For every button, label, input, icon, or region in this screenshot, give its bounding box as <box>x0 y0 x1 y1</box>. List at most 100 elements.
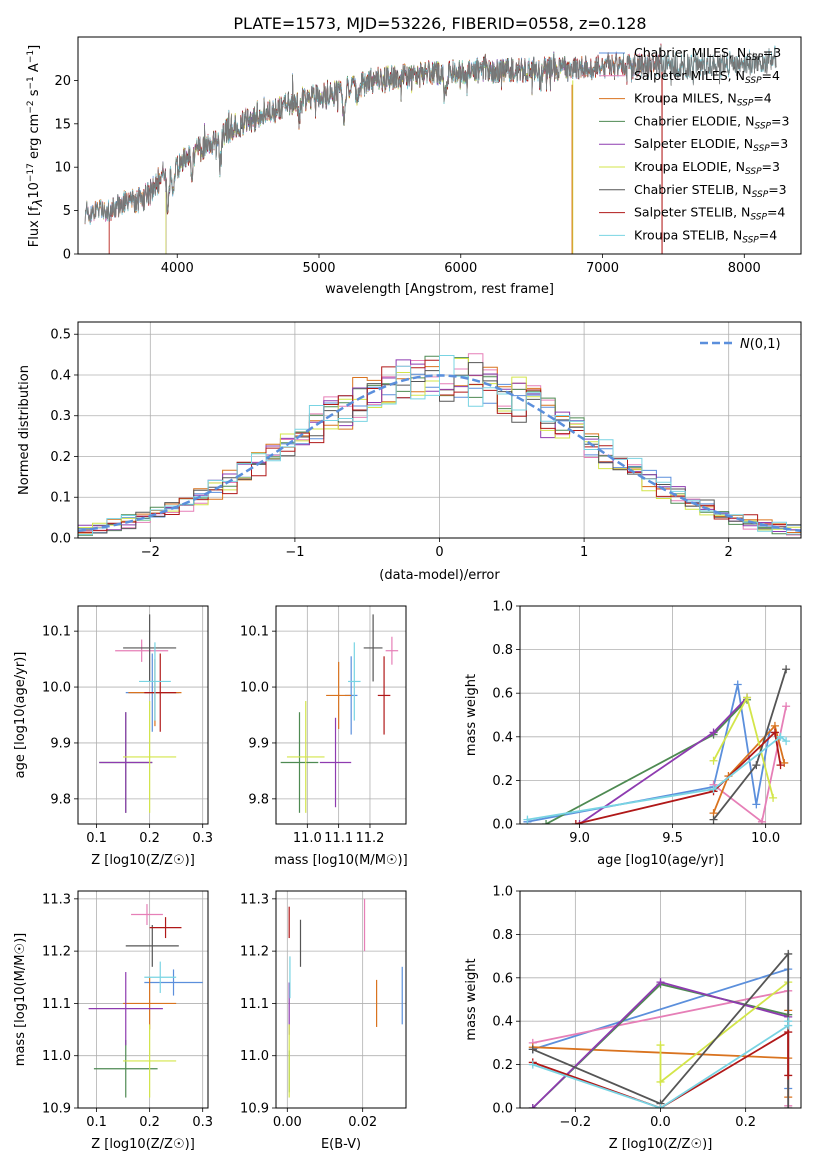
axis-decorations: −2 −1 0 1 2 0.0 0.1 0.2 0.3 0.4 0.5 N(0,1) (data-mod… <box>17 321 802 583</box>
weight-marker-kroupa-elodie <box>769 793 778 802</box>
y-tick-label: 0.5 <box>50 328 71 343</box>
errorbar-chabrier-elodie <box>93 1040 158 1098</box>
y-tick-label: 11.3 <box>42 892 71 907</box>
y-tick-label: 11.1 <box>42 997 71 1012</box>
errorbar-chabrier-miles <box>144 969 203 996</box>
y-tick-label: 11.0 <box>42 1049 71 1064</box>
y-tick-label: 10.1 <box>42 625 71 640</box>
y-tick-label: 10.9 <box>42 1102 71 1117</box>
errorbar-salpeter-stelib <box>144 653 177 732</box>
weight-marker-salpeter-elodie <box>528 1104 537 1108</box>
errorbar-salpeter-miles <box>131 904 163 925</box>
weight-line-kroupa-miles <box>712 724 786 814</box>
weight-marker-kroupa-stelib <box>784 1017 793 1026</box>
weight-marker-kroupa-stelib <box>528 1060 537 1069</box>
x-tick-label: 9.0 <box>569 831 590 846</box>
x-tick-label: 11.1 <box>324 831 353 846</box>
weight-marker-chabrier-stelib <box>784 949 793 958</box>
weight-marker-kroupa-elodie <box>656 1041 665 1050</box>
x-tick-label: 10.0 <box>751 831 780 846</box>
y-tick-label: 0.4 <box>50 368 71 383</box>
weight-marker-chabrier-stelib <box>709 815 718 824</box>
y-tick-label: 11.2 <box>42 945 71 960</box>
axis-decorations: 0.00 0.02 10.9 11.0 11.1 11.2 11.3 E(B-V) <box>240 890 407 1152</box>
panel-weight_vs_Z: −0.2 0.0 0.2 0.0 0.2 0.4 0.6 0.8 1.0 Z [log10(Z/Z… <box>464 885 802 1152</box>
weight-marker-chabrier-stelib <box>782 665 791 674</box>
y-tick-label: 0.4 <box>492 730 513 745</box>
x-tick-label: 1 <box>580 545 588 560</box>
y-tick-label: 1.0 <box>492 600 513 615</box>
y-tick-label: 9.9 <box>50 736 71 751</box>
y-tick-label: 0 <box>63 248 71 263</box>
y-tick-label: 10.0 <box>42 681 71 696</box>
errorbar-kroupa-stelib <box>144 961 177 993</box>
y-tick-label: 0.8 <box>492 643 513 658</box>
legend-label-kroupa-miles: Kroupa MILES, NSSP=4 <box>634 91 772 109</box>
x-tick-label: 8000 <box>728 261 761 276</box>
plot-area <box>288 898 403 1098</box>
errorbar-kroupa-miles <box>326 661 352 729</box>
errorbar-chabrier-stelib <box>125 924 179 967</box>
x-tick-label: 6000 <box>444 261 477 276</box>
weight-marker-chabrier-stelib <box>752 761 761 770</box>
plot-area <box>528 949 793 1108</box>
weight-marker-kroupa-stelib <box>776 732 785 741</box>
weight-marker-kroupa-elodie <box>656 1077 665 1086</box>
y-tick-label: 0.6 <box>492 971 513 986</box>
axis-decorations: −0.2 0.0 0.2 0.0 0.2 0.4 0.6 0.8 1.0 Z [log10(Z/Z… <box>464 885 802 1152</box>
legend-label-kroupa-elodie: Kroupa ELODIE, NSSP=3 <box>634 159 780 177</box>
x-axis-label: Z [log10(Z/Z☉)] <box>91 853 195 868</box>
legend-label-kroupa-stelib: Kroupa STELIB, NSSP=4 <box>634 227 777 245</box>
weight-marker-kroupa-elodie <box>709 756 718 765</box>
errorbar-kroupa-miles <box>123 977 177 1030</box>
x-tick-label: 0.2 <box>735 1115 756 1130</box>
weight-marker-kroupa-stelib <box>709 785 718 794</box>
plot-area <box>99 614 182 813</box>
panel-age_vs_Z: 0.1 0.2 0.3 9.8 9.9 10.0 10.1 Z [log10(Z/Z☉)] ag… <box>13 605 213 868</box>
legend-label-gaussian: N(0,1) <box>740 337 781 352</box>
weight-marker-chabrier-stelib <box>528 1045 537 1054</box>
legend-label-chabrier-miles: Chabrier MILES, NSSP=3 <box>634 45 781 63</box>
weight-marker-salpeter-elodie <box>575 820 584 824</box>
y-axis-label: mass weight <box>464 958 479 1040</box>
weight-line-salpeter-stelib <box>532 1030 790 1108</box>
x-tick-label: 11.2 <box>355 831 384 846</box>
axis-decorations: 9.0 9.5 10.0 0.0 0.2 0.4 0.6 0.8 1.0 age [log10(a… <box>464 600 802 868</box>
x-tick-label: 0.2 <box>139 831 160 846</box>
y-tick-label: 0.0 <box>492 818 513 833</box>
x-tick-label: 0 <box>435 545 443 560</box>
weight-marker-kroupa-elodie <box>743 693 752 702</box>
weight-marker-salpeter-elodie <box>656 978 665 987</box>
x-axis-label: age [log10(age/yr)] <box>597 853 724 868</box>
errorbar-kroupa-stelib <box>139 642 171 721</box>
y-tick-label: 10.0 <box>240 681 269 696</box>
y-tick-label: 0.4 <box>492 1015 513 1030</box>
residual-legend: N(0,1) <box>700 337 781 352</box>
axes-frame <box>77 36 802 255</box>
x-tick-label: 0.02 <box>348 1115 377 1130</box>
y-tick-label: 0.3 <box>50 409 71 424</box>
y-tick-label: 10.1 <box>240 625 269 640</box>
weight-marker-salpeter-elodie <box>709 728 718 737</box>
spectrum-legend: Chabrier MILES, NSSP=3 Salpeter MILES, NS… <box>599 45 789 245</box>
legend-label-salpeter-stelib: Salpeter STELIB, NSSP=4 <box>634 205 785 223</box>
y-tick-label: 0.0 <box>50 532 71 547</box>
x-tick-label: 0.1 <box>86 1115 107 1130</box>
y-axis-label: mass [log10(M/M☉)] <box>13 933 28 1066</box>
x-tick-label: 4000 <box>161 261 194 276</box>
weight-marker-kroupa-stelib <box>656 1104 665 1108</box>
weight-marker-salpeter-stelib <box>784 1071 793 1080</box>
errorbar-kroupa-elodie <box>286 701 325 813</box>
x-tick-label: 2 <box>725 545 733 560</box>
x-axis-label: wavelength [Angstrom, rest frame] <box>325 282 554 297</box>
y-tick-label: 20 <box>54 74 71 89</box>
y-tick-label: 0.1 <box>50 491 71 506</box>
y-tick-label: 0.2 <box>492 774 513 789</box>
axis-decorations: 4000 5000 6000 7000 8000 0 5 10 15 20 Chabrier MIL… <box>26 36 802 297</box>
gaussian-curve <box>78 374 801 533</box>
x-axis-label: E(B-V) <box>321 1137 361 1152</box>
plot-area <box>78 353 801 538</box>
panel-mass_vs_ebv: 0.00 0.02 10.9 11.0 11.1 11.2 11.3 E(B-V) <box>240 890 407 1152</box>
